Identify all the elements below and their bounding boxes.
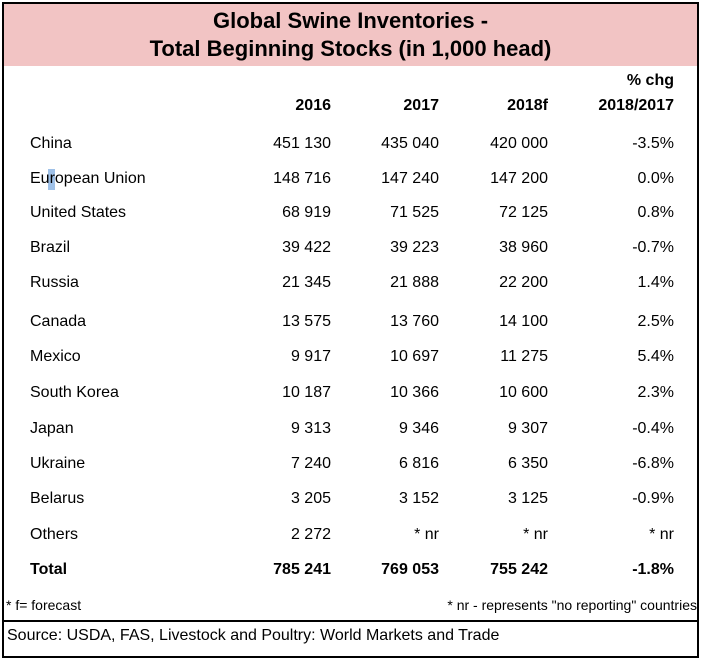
country-cell: Ukraine — [30, 455, 86, 472]
table-row: United States 68 919 71 525 72 125 0.8% — [0, 204, 707, 234]
pct-change-cell: -0.7% — [632, 239, 674, 256]
value-2016-cell: 7 240 — [290, 455, 331, 472]
value-2017-cell: 21 888 — [390, 274, 439, 291]
value-2017-cell: 71 525 — [390, 204, 439, 221]
pct-change-cell: * nr — [649, 526, 674, 543]
value-2016-cell: 13 575 — [282, 313, 331, 330]
value-2016-cell: 9 917 — [290, 348, 331, 365]
value-2017-cell: 6 816 — [398, 455, 439, 472]
table-row: China 451 130 435 040 420 000 -3.5% — [0, 135, 707, 165]
title-line-1: Global Swine Inventories - — [212, 8, 489, 33]
table-row: European Union 148 716 147 240 147 200 0… — [0, 170, 707, 200]
pct-change-cell: 2.5% — [637, 313, 674, 330]
value-2016-cell: 68 919 — [282, 204, 331, 221]
table-row: Japan 9 313 9 346 9 307 -0.4% — [0, 420, 707, 450]
header-chg-line1: % chg — [626, 72, 674, 89]
title-band: Global Swine Inventories - Total Beginni… — [4, 4, 697, 66]
value-2016-cell: 3 205 — [290, 490, 331, 507]
pct-change-cell: 5.4% — [637, 348, 674, 365]
value-2016-cell: 9 313 — [290, 420, 331, 437]
no-reporting-note: * nr - represents "no reporting" countri… — [447, 597, 697, 613]
header-2018f: 2018f — [507, 97, 548, 114]
country-cell: China — [30, 135, 72, 152]
value-2017-cell: 435 040 — [381, 135, 439, 152]
total-pct-change-cell: -1.8% — [632, 561, 674, 578]
value-2016-cell: 451 130 — [273, 135, 331, 152]
value-2018-cell: 6 350 — [507, 455, 548, 472]
pct-change-cell: -0.9% — [632, 490, 674, 507]
forecast-note: * f= forecast — [6, 597, 82, 613]
value-2016-cell: 148 716 — [273, 170, 331, 187]
value-2016-cell: 21 345 — [282, 274, 331, 291]
value-2017-cell: 39 223 — [390, 239, 439, 256]
table-frame — [2, 2, 699, 658]
value-2018-cell: 11 275 — [500, 348, 548, 365]
value-2016-cell: 10 187 — [282, 384, 331, 401]
total-2017-cell: 769 053 — [381, 561, 439, 578]
value-2017-cell: 3 152 — [398, 490, 439, 507]
country-cell: Brazil — [30, 239, 71, 256]
header-2017: 2017 — [403, 97, 439, 114]
value-2017-cell: 147 240 — [381, 170, 439, 187]
value-2018-cell: * nr — [523, 526, 548, 543]
total-row: Total 785 241 769 053 755 242 -1.8% — [0, 561, 707, 591]
table-row: Russia 21 345 21 888 22 200 1.4% — [0, 274, 707, 304]
value-2017-cell: * nr — [414, 526, 439, 543]
pct-change-cell: -3.5% — [632, 135, 674, 152]
country-cell: Japan — [30, 420, 74, 437]
header-chg-line2: 2018/2017 — [598, 97, 674, 114]
value-2017-cell: 9 346 — [398, 420, 439, 437]
country-cell: Canada — [30, 313, 87, 330]
source-line: Source: USDA, FAS, Livestock and Poultry… — [7, 627, 500, 644]
value-2018-cell: 38 960 — [499, 239, 548, 256]
table-row: Canada 13 575 13 760 14 100 2.5% — [0, 313, 707, 343]
table-row: Mexico 9 917 10 697 11 275 5.4% — [0, 348, 707, 378]
value-2018-cell: 22 200 — [499, 274, 548, 291]
pct-change-cell: 0.0% — [637, 170, 674, 187]
source-divider — [4, 620, 697, 622]
table-row: Belarus 3 205 3 152 3 125 -0.9% — [0, 490, 707, 520]
text-selection-highlight — [48, 169, 55, 190]
value-2017-cell: 10 697 — [390, 348, 439, 365]
pct-change-cell: 0.8% — [637, 204, 674, 221]
value-2017-cell: 13 760 — [390, 313, 439, 330]
header-2016: 2016 — [295, 97, 331, 114]
table-row: Brazil 39 422 39 223 38 960 -0.7% — [0, 239, 707, 269]
value-2018-cell: 14 100 — [499, 313, 548, 330]
value-2017-cell: 10 366 — [390, 384, 439, 401]
country-cell: Russia — [30, 274, 79, 291]
country-cell: South Korea — [30, 384, 119, 401]
table-row: Ukraine 7 240 6 816 6 350 -6.8% — [0, 455, 707, 485]
value-2018-cell: 9 307 — [507, 420, 548, 437]
value-2018-cell: 72 125 — [499, 204, 548, 221]
pct-change-cell: -6.8% — [632, 455, 674, 472]
total-2016-cell: 785 241 — [273, 561, 331, 578]
value-2018-cell: 3 125 — [507, 490, 548, 507]
value-2018-cell: 10 600 — [499, 384, 548, 401]
country-cell: European Union — [30, 170, 146, 187]
total-2018-cell: 755 242 — [490, 561, 548, 578]
country-cell: United States — [30, 204, 127, 221]
table-row: South Korea 10 187 10 366 10 600 2.3% — [0, 384, 707, 414]
pct-change-cell: 1.4% — [637, 274, 674, 291]
country-cell: Others — [30, 526, 79, 543]
value-2016-cell: 2 272 — [290, 526, 331, 543]
country-cell: Belarus — [30, 490, 85, 507]
value-2016-cell: 39 422 — [282, 239, 331, 256]
table-row: Others 2 272 * nr * nr * nr — [0, 526, 707, 556]
value-2018-cell: 147 200 — [490, 170, 548, 187]
pct-change-cell: -0.4% — [632, 420, 674, 437]
total-label: Total — [30, 561, 68, 578]
pct-change-cell: 2.3% — [637, 384, 674, 401]
country-cell: Mexico — [30, 348, 81, 365]
value-2018-cell: 420 000 — [490, 135, 548, 152]
title-line-2: Total Beginning Stocks (in 1,000 head) — [149, 36, 552, 61]
